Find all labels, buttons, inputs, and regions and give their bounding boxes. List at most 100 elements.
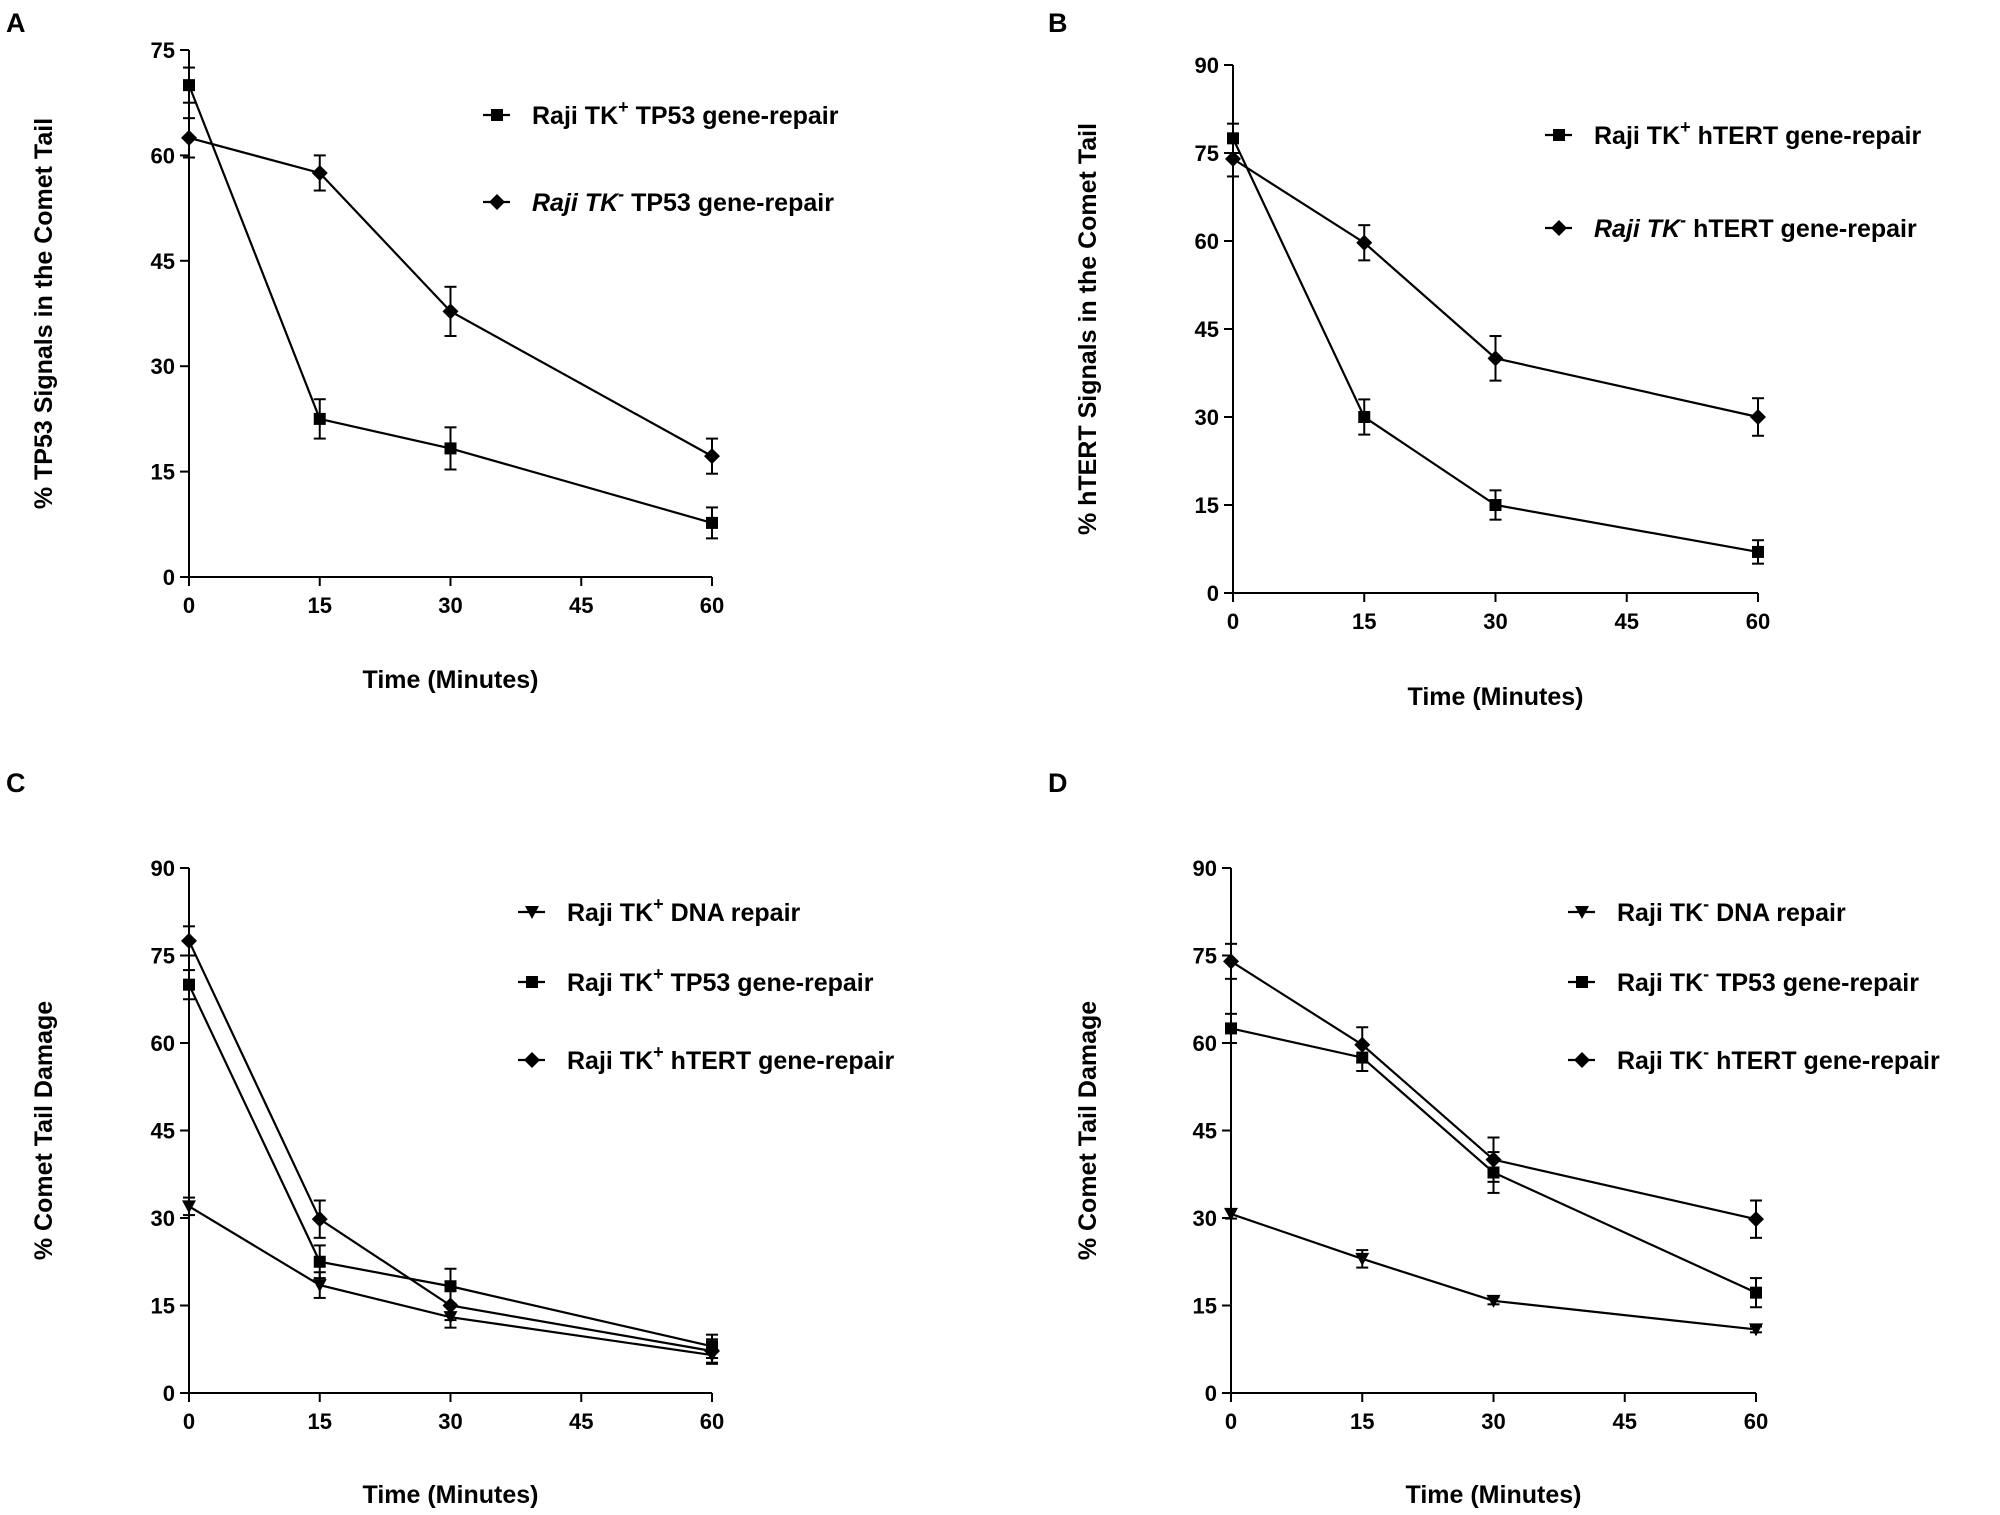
x-tick-label: 60 (1744, 1409, 1768, 1434)
data-point-diamond (311, 164, 328, 181)
chart-panel-d: 0 15 30 45 60 75 90 0 15 30 45 60 Time (Minutes) % Co… (1074, 856, 1940, 1509)
series-diamond (181, 925, 720, 1364)
y-tick-label: 0 (1205, 1381, 1217, 1406)
chart-panel-a: 0 15 30 45 60 75 0 15 30 45 60 Time (Minutes) % TP53… (30, 38, 839, 694)
legend-marker-square (491, 109, 503, 121)
y-axis-label: % hTERT Signals in the Comet Tail (1074, 123, 1102, 535)
legend-label-superscript: + (1680, 117, 1691, 137)
data-point-diamond (1223, 953, 1239, 970)
legend-marker-triangle-down (1575, 906, 1589, 919)
data-point-square (1752, 545, 1764, 558)
legend-marker-triangle-down (525, 906, 539, 919)
legend-label-rest: DNA repair (664, 899, 801, 927)
x-tick-label: 15 (308, 593, 332, 618)
data-point-square (1358, 411, 1371, 423)
legend-label: Raji TK- TP53 gene-repair (532, 184, 834, 217)
legend-label-superscript: + (653, 964, 664, 984)
series-triangle-down (1224, 1207, 1763, 1337)
x-tick-label: 45 (569, 593, 593, 618)
x-tick-label: 0 (1225, 1409, 1237, 1434)
data-point-square (444, 1280, 457, 1293)
y-tick-label: 30 (1195, 405, 1219, 430)
y-tick-label: 60 (1195, 229, 1219, 254)
x-axis-label: Time (Minutes) (363, 1481, 539, 1509)
legend-label: Raji TK- hTERT gene-repair (1594, 210, 1917, 243)
legend-label: Raji TK+ DNA repair (567, 894, 801, 927)
legend-label-superscript: - (1703, 894, 1709, 914)
panel-label-a: A (6, 8, 26, 38)
series-square (183, 66, 718, 540)
data-point-square (313, 1255, 326, 1268)
data-point-square (706, 516, 718, 529)
data-point-triangle-down (1355, 1252, 1370, 1266)
legend-label-rest: TP53 gene-repair (664, 969, 874, 997)
series-line (1230, 960, 1757, 1221)
data-point-diamond (1485, 1151, 1502, 1168)
legend-entry: Raji TK- hTERT gene-repair (1545, 210, 1917, 243)
legend-label: Raji TK+ hTERT gene-repair (1594, 117, 1922, 150)
y-axis-label: % Comet Tail Damage (30, 1001, 58, 1260)
series-line (188, 940, 713, 1353)
data-point-diamond (704, 1343, 720, 1359)
x-tick-label: 30 (438, 593, 462, 618)
series-line (188, 1205, 713, 1357)
y-tick-label: 60 (151, 143, 175, 168)
data-point-square (313, 412, 326, 425)
data-point-square (444, 442, 457, 455)
y-tick-label: 75 (151, 38, 175, 63)
series-diamond (1223, 942, 1764, 1239)
y-axis-label: % Comet Tail Damage (1074, 1001, 1102, 1260)
x-tick-label: 15 (1350, 1409, 1374, 1434)
x-axis-label: Time (Minutes) (1408, 683, 1584, 711)
panel-label-c: C (6, 768, 26, 798)
data-point-diamond (704, 448, 720, 465)
legend-label-superscript: - (1680, 210, 1686, 230)
series-line (188, 984, 713, 1348)
y-axis-label: % TP53 Signals in the Comet Tail (30, 118, 58, 509)
data-point-diamond (1748, 1211, 1764, 1228)
legend-marker-square (1553, 129, 1565, 141)
data-point-diamond (1356, 234, 1373, 251)
legend-label-base: Raji TK (567, 969, 653, 997)
legend-label-base: Raji TK (532, 189, 620, 217)
x-tick-label: 60 (700, 1409, 724, 1434)
y-tick-label: 60 (1193, 1031, 1217, 1056)
legend-label-base: Raji TK (1594, 122, 1680, 150)
x-tick-label: 15 (1352, 609, 1376, 634)
legend-label-base: Raji TK (567, 899, 653, 927)
legend-label-superscript: - (1703, 1042, 1709, 1062)
y-tick-label: 45 (1195, 317, 1219, 342)
series-line (1232, 157, 1759, 419)
legend-label-base: Raji TK (532, 102, 618, 130)
legend-entry: Raji TK+ hTERT gene-repair (1545, 117, 1922, 150)
data-point-diamond (1225, 150, 1241, 167)
data-point-diamond (1487, 350, 1504, 367)
legend-entry: Raji TK+ TP53 gene-repair (518, 964, 874, 997)
y-tick-label: 15 (1193, 1294, 1217, 1319)
y-tick-label: 45 (151, 249, 175, 274)
legend-label-rest: DNA repair (1709, 899, 1846, 927)
legend-label-rest: TP53 gene-repair (1709, 969, 1919, 997)
chart-panel-b: 0 15 30 45 60 75 90 0 15 30 45 60 Time (Minutes) % hT… (1074, 53, 1922, 711)
y-tick-label: 90 (1193, 856, 1217, 881)
x-tick-label: 30 (438, 1409, 462, 1434)
legend-label-superscript: - (618, 184, 624, 204)
series-diamond (1225, 140, 1766, 437)
data-point-diamond (442, 303, 459, 320)
data-point-triangle-down (182, 1200, 196, 1214)
legend-label-base: Raji TK (1594, 215, 1682, 243)
legend-entry: Raji TK+ hTERT gene-repair (518, 1042, 895, 1075)
data-point-triangle-down (1486, 1294, 1501, 1308)
legend-entry: Raji TK- DNA repair (1568, 894, 1846, 927)
y-tick-label: 90 (151, 856, 175, 881)
data-point-diamond (311, 1211, 328, 1228)
x-tick-label: 60 (1746, 609, 1770, 634)
legend-entry: Raji TK- TP53 gene-repair (1568, 964, 1919, 997)
legend-entry: Raji TK+ TP53 gene-repair (483, 97, 839, 130)
legend-entry: Raji TK- TP53 gene-repair (483, 184, 834, 217)
legend-label-rest: hTERT gene-repair (1691, 122, 1922, 150)
y-tick-label: 45 (151, 1119, 175, 1144)
x-axis-label: Time (Minutes) (1406, 1481, 1582, 1509)
